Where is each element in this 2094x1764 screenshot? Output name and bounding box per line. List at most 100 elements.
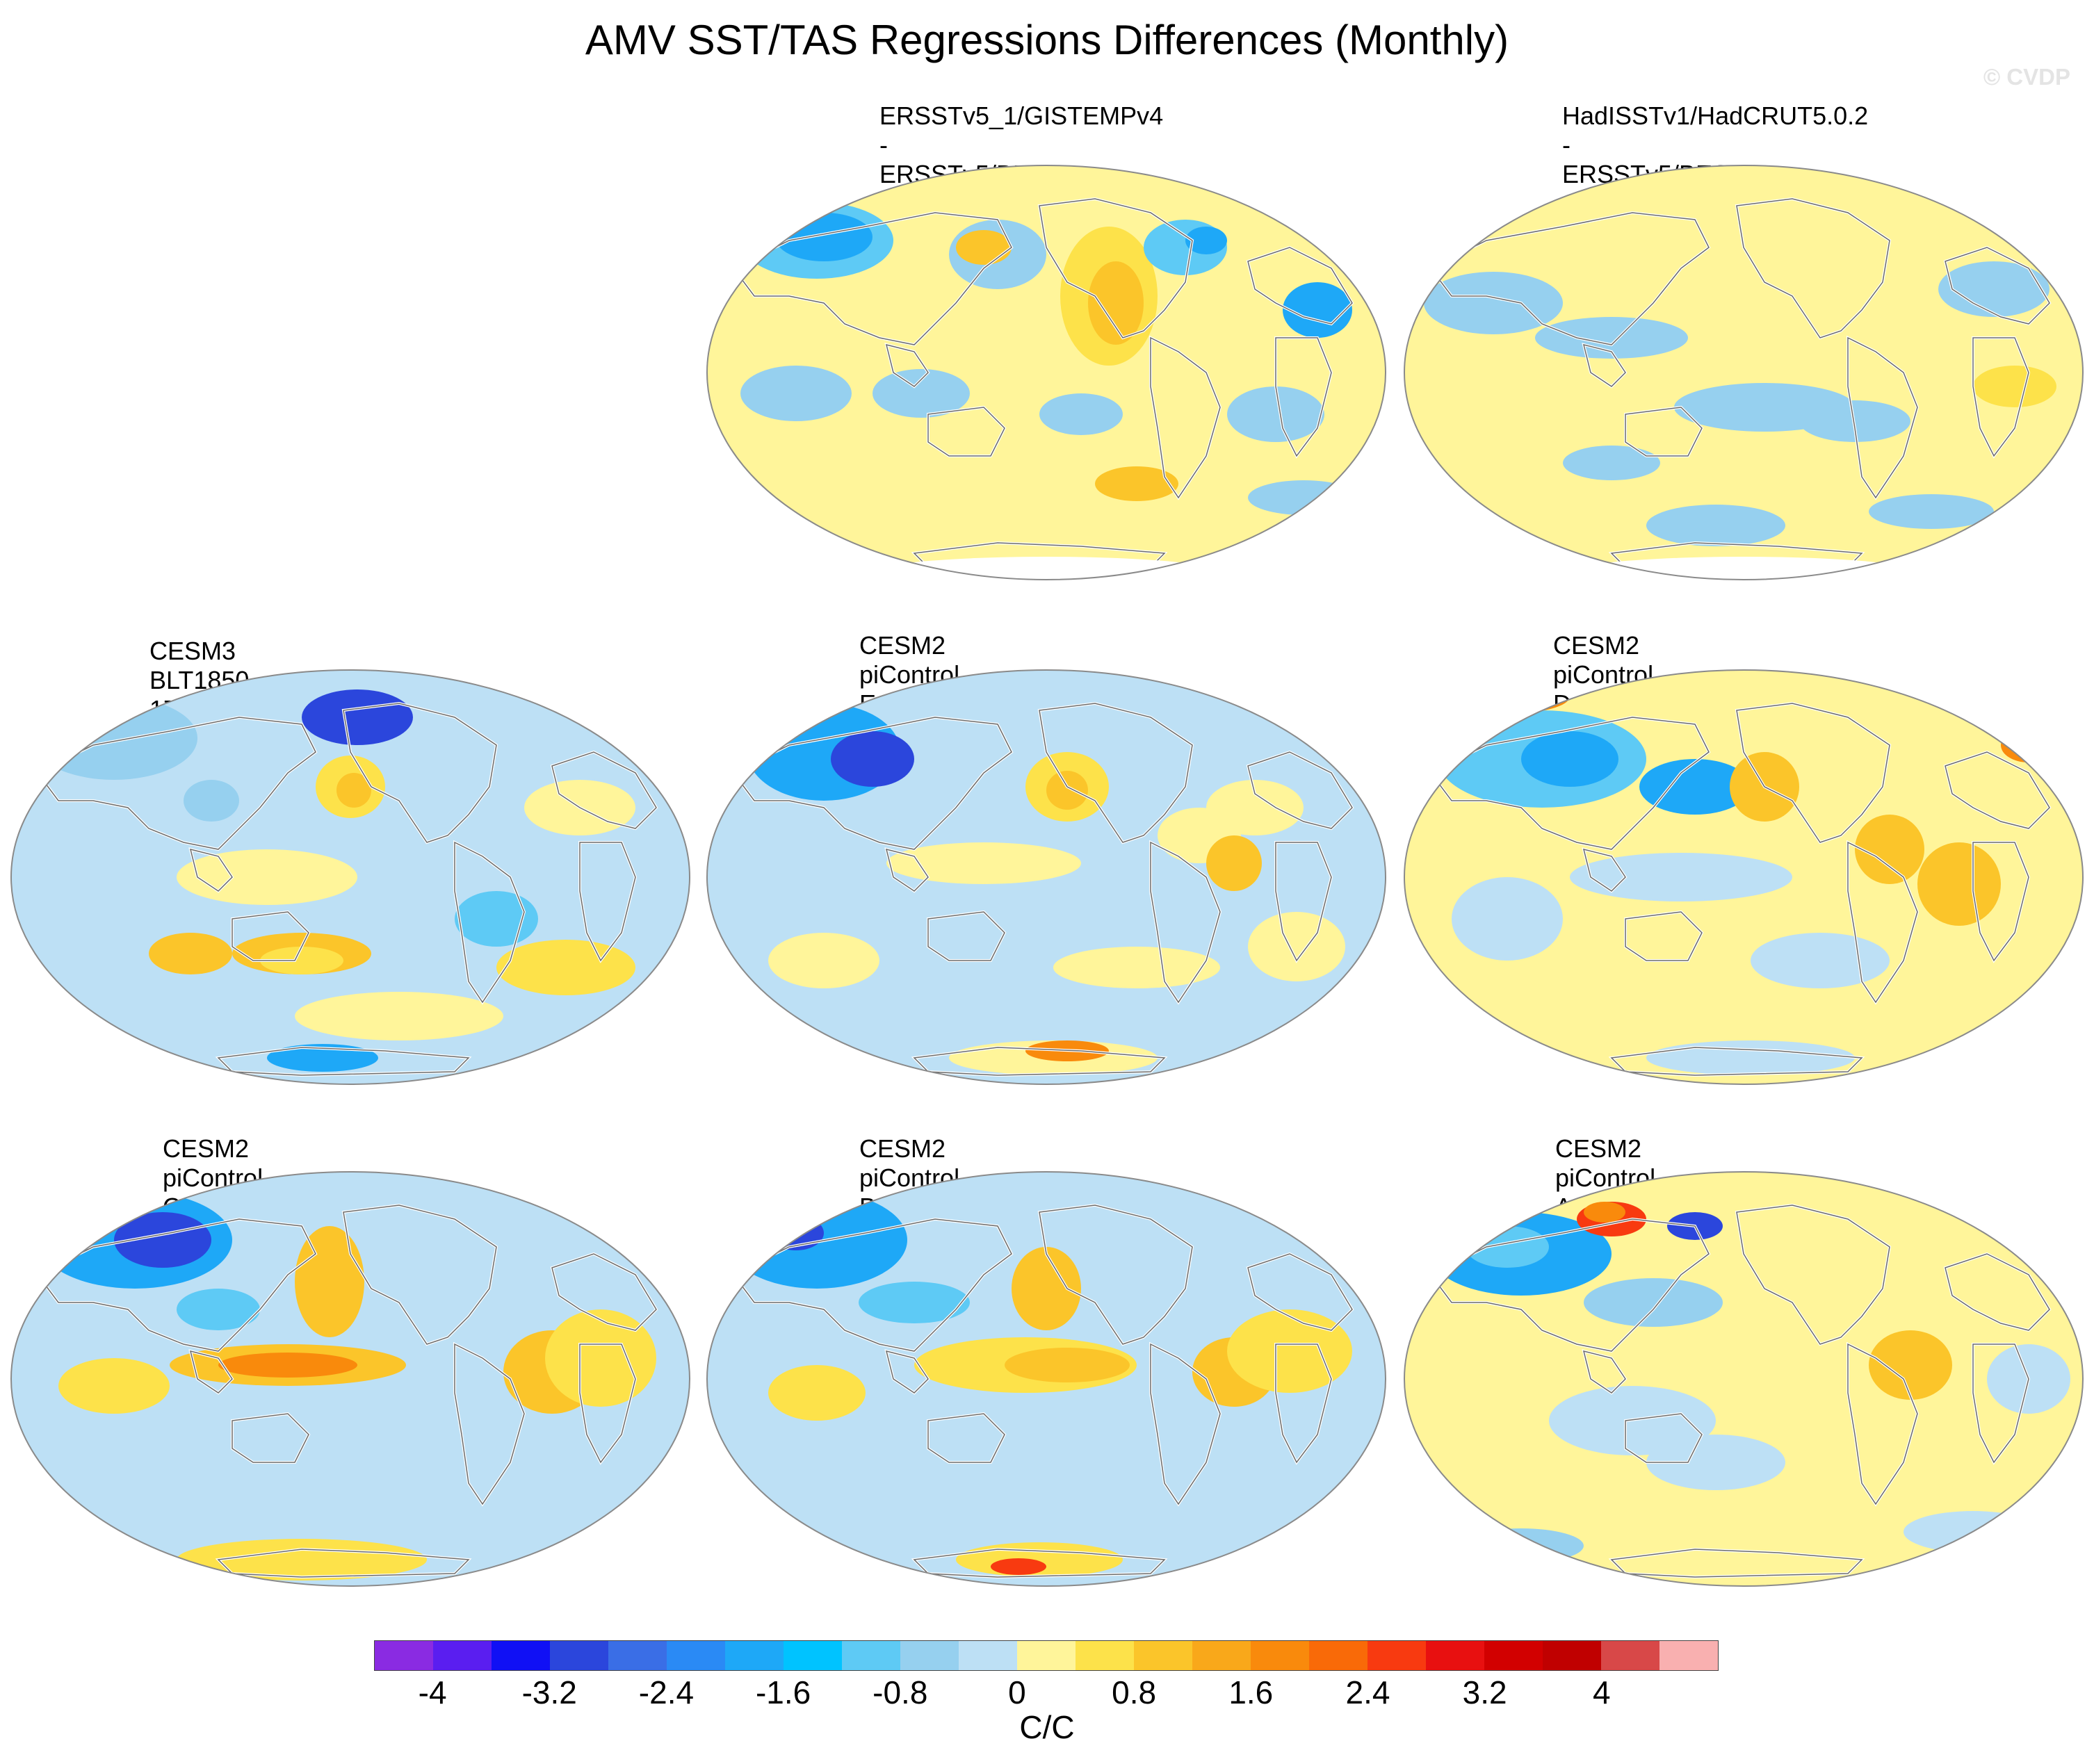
anomaly-region — [1869, 494, 1994, 529]
regression-field — [1404, 1172, 2083, 1586]
anomaly-region — [496, 940, 635, 995]
colorbar-units: C/C — [1019, 1709, 1075, 1745]
colorbar — [374, 1640, 1719, 1671]
anomaly-region — [956, 230, 1012, 265]
map-border — [706, 669, 1386, 1085]
regression-field — [707, 165, 1386, 580]
coastline — [1610, 1047, 1863, 1076]
anomaly-region — [31, 696, 197, 780]
coastline — [1039, 198, 1193, 338]
coastline — [1150, 336, 1221, 499]
coastline — [1847, 841, 1918, 1004]
anomaly-region — [768, 933, 879, 988]
coastline — [1247, 1253, 1353, 1331]
anomaly-region — [1751, 933, 1890, 988]
anomaly-region — [1646, 1040, 1855, 1075]
anomaly-region — [886, 842, 1081, 884]
colorbar-tick-label: 0 — [1008, 1674, 1026, 1710]
colorbar-tick-label: -0.8 — [873, 1674, 928, 1710]
anomaly-region — [1639, 759, 1751, 815]
coastline — [1972, 842, 2029, 962]
colorbar-tick-label: 2.4 — [1345, 1674, 1390, 1710]
colorbar-swatch — [1543, 1641, 1601, 1670]
coastline — [927, 1413, 1005, 1463]
coastline — [1625, 407, 1703, 457]
map-border — [706, 1171, 1386, 1587]
anomaly-region — [1869, 1330, 1952, 1400]
colorbar-tick-label: -1.6 — [755, 1674, 811, 1710]
world-map — [10, 1171, 690, 1587]
coastline — [927, 911, 1005, 961]
world-map — [706, 669, 1386, 1085]
coastline — [1429, 212, 1710, 345]
coastline — [551, 1253, 657, 1331]
masked-region — [866, 557, 1227, 580]
world-map — [706, 1171, 1386, 1587]
coastline — [343, 1204, 497, 1345]
colorbar-swatch — [842, 1641, 900, 1670]
colorbar-swatch — [492, 1641, 550, 1670]
anomaly-region — [1646, 1435, 1785, 1490]
coastline — [1039, 1204, 1193, 1345]
anomaly-region — [1424, 272, 1563, 334]
colorbar-swatch — [1192, 1641, 1251, 1670]
world-map — [1404, 165, 2084, 580]
anomaly-region — [1227, 386, 1324, 442]
anomaly-region — [1053, 947, 1220, 988]
colorbar-tick-label: -3.2 — [521, 1674, 577, 1710]
anomaly-region — [991, 1558, 1046, 1575]
coastline — [732, 717, 1012, 850]
coastline — [217, 1549, 470, 1578]
coastline — [732, 1218, 1012, 1352]
anomaly-region — [58, 1358, 170, 1414]
anomaly-region — [1005, 1348, 1130, 1382]
regression-field — [11, 1172, 690, 1586]
coastline — [454, 1343, 525, 1505]
coastline — [913, 1047, 1166, 1076]
coastline — [1847, 1343, 1918, 1505]
anomaly-region — [295, 1226, 364, 1337]
anomaly-region — [1046, 771, 1088, 810]
anomaly-region — [1445, 679, 1570, 714]
colorbar-tick-label: -4 — [418, 1674, 447, 1710]
anomaly-region — [1570, 853, 1792, 901]
anomaly-region — [1095, 466, 1178, 501]
colorbar-swatch — [1659, 1641, 1718, 1670]
coastline — [1247, 751, 1353, 829]
anomaly-region — [1723, 1362, 1862, 1396]
map-border — [1404, 1171, 2084, 1587]
anomaly-region — [1185, 227, 1227, 254]
coastline — [885, 343, 929, 387]
anomaly-region — [1584, 1202, 1625, 1223]
anomaly-region — [1584, 1278, 1723, 1327]
coastline — [36, 717, 316, 850]
coastline — [1625, 1413, 1703, 1463]
colorbar-swatch — [667, 1641, 725, 1670]
anomaly-region — [1973, 366, 2056, 407]
anomaly-region — [455, 891, 538, 947]
colorbar-swatch — [1309, 1641, 1367, 1670]
anomaly-region — [873, 369, 970, 418]
anomaly-region — [1452, 877, 1563, 961]
coastline — [1945, 751, 2050, 829]
anomaly-region — [768, 1365, 866, 1421]
anomaly-region — [545, 1309, 656, 1407]
anomaly-region — [260, 947, 343, 974]
coastline — [1275, 1344, 1332, 1464]
anomaly-region — [177, 1539, 427, 1581]
coastline — [1972, 1344, 2029, 1464]
anomaly-region — [1466, 1226, 1549, 1268]
anomaly-region — [1227, 1309, 1352, 1393]
coastline — [885, 848, 929, 892]
colorbar-tick-label: 0.8 — [1112, 1674, 1157, 1710]
coastline — [927, 407, 1005, 457]
colorbar-tick-label: 1.6 — [1228, 1674, 1274, 1710]
anomaly-region — [1248, 912, 1345, 981]
anomaly-region — [1917, 842, 2001, 926]
coastline — [232, 911, 309, 961]
coastline — [189, 1350, 233, 1394]
map-border — [10, 1171, 690, 1587]
coastline — [579, 1344, 636, 1464]
coastline — [454, 841, 525, 1004]
coastline — [913, 1549, 1166, 1578]
